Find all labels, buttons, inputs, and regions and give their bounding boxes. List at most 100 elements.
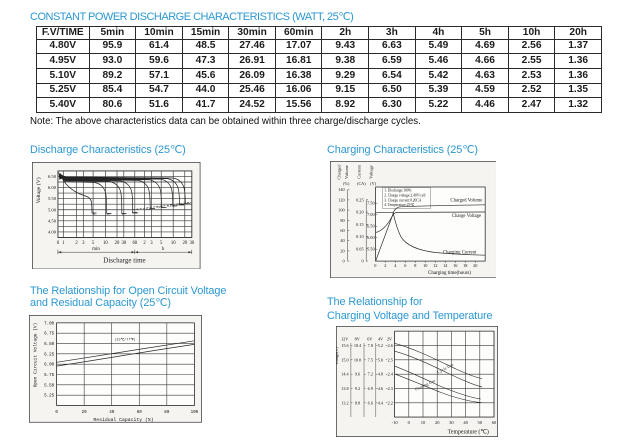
svg-text:15.0: 15.0 bbox=[341, 357, 348, 362]
svg-text:6.9: 6.9 bbox=[367, 386, 372, 391]
svg-text:1C: 1C bbox=[121, 212, 126, 216]
svg-text:5: 5 bbox=[160, 240, 163, 245]
svg-text:0: 0 bbox=[342, 259, 344, 264]
svg-text:15.6: 15.6 bbox=[341, 343, 348, 348]
svg-text:10.0: 10.0 bbox=[353, 357, 360, 362]
svg-text:2C: 2C bbox=[107, 212, 112, 216]
svg-text:(%): (%) bbox=[343, 181, 350, 186]
svg-text:30: 30 bbox=[121, 240, 126, 245]
svg-text:0.6C: 0.6C bbox=[132, 211, 139, 215]
svg-text:0.17C: 0.17C bbox=[167, 203, 176, 207]
svg-text:8: 8 bbox=[414, 263, 416, 268]
svg-text:7.8: 7.8 bbox=[367, 343, 372, 348]
svg-text:100: 100 bbox=[191, 411, 199, 415]
svg-text:8.8: 8.8 bbox=[354, 400, 359, 405]
svg-text:(CA): (CA) bbox=[357, 181, 366, 186]
svg-text:5.00: 5.00 bbox=[48, 207, 57, 212]
svg-text:120: 120 bbox=[338, 198, 344, 203]
svg-text:0: 0 bbox=[361, 259, 363, 264]
svg-text:30: 30 bbox=[449, 420, 454, 425]
svg-text:Voltage (V): Voltage (V) bbox=[35, 177, 42, 203]
svg-text:6.75: 6.75 bbox=[45, 333, 56, 337]
svg-text:20: 20 bbox=[434, 420, 439, 425]
svg-text:7.5: 7.5 bbox=[367, 357, 372, 362]
svg-text:Current: Current bbox=[356, 165, 361, 179]
svg-text:min: min bbox=[92, 247, 100, 252]
svg-text:100: 100 bbox=[338, 208, 344, 213]
svg-text:2.2: 2.2 bbox=[387, 400, 392, 405]
svg-text:5.0: 5.0 bbox=[377, 357, 382, 362]
svg-text:6.6: 6.6 bbox=[367, 400, 372, 405]
svg-text:3: 3 bbox=[150, 240, 153, 245]
svg-text:Voltage(V): Voltage(V) bbox=[336, 346, 339, 364]
svg-text:4V: 4V bbox=[377, 337, 382, 342]
svg-text:0: 0 bbox=[374, 263, 376, 268]
svg-text:80: 80 bbox=[340, 218, 344, 223]
svg-text:80: 80 bbox=[165, 411, 171, 415]
svg-text:13.2: 13.2 bbox=[341, 400, 348, 405]
svg-text:3C: 3C bbox=[93, 211, 98, 215]
svg-text:7.00: 7.00 bbox=[45, 323, 56, 327]
svg-text:4.4: 4.4 bbox=[377, 400, 383, 405]
svg-text:1. Discharge:100%: 1. Discharge:100% bbox=[384, 189, 411, 193]
svg-text:40: 40 bbox=[340, 238, 344, 243]
svg-text:4.00: 4.00 bbox=[48, 229, 57, 234]
svg-text:10.4: 10.4 bbox=[353, 343, 361, 348]
svg-text:12V: 12V bbox=[341, 337, 348, 342]
svg-text:h: h bbox=[162, 247, 165, 252]
svg-text:2.3: 2.3 bbox=[387, 386, 392, 391]
svg-text:0.05C: 0.05C bbox=[184, 201, 193, 205]
svg-text:7.50: 7.50 bbox=[367, 201, 375, 206]
svg-text:Residual Capacity (%): Residual Capacity (%) bbox=[94, 417, 154, 423]
svg-text:0.20: 0.20 bbox=[356, 210, 364, 215]
svg-text:Temperature (℃): Temperature (℃) bbox=[447, 428, 488, 435]
svg-text:2. Charge voltage:2.40V/cell: 2. Charge voltage:2.40V/cell bbox=[384, 194, 425, 198]
svg-text:Open Circuit Voltage (V): Open Circuit Voltage (V) bbox=[33, 323, 39, 388]
svg-text:0: 0 bbox=[56, 411, 59, 415]
svg-text:6.50: 6.50 bbox=[367, 224, 375, 229]
svg-text:5.25: 5.25 bbox=[45, 395, 56, 399]
svg-text:2.5: 2.5 bbox=[387, 357, 392, 362]
svg-text:0.25C: 0.25C bbox=[156, 205, 165, 209]
svg-text:2: 2 bbox=[384, 263, 386, 268]
svg-text:4.50: 4.50 bbox=[48, 218, 57, 223]
svg-text:14: 14 bbox=[443, 263, 448, 268]
svg-text:-10: -10 bbox=[391, 420, 398, 425]
svg-text:10: 10 bbox=[423, 263, 427, 268]
svg-text:5.50: 5.50 bbox=[367, 247, 375, 252]
svg-text:0.4C: 0.4C bbox=[146, 206, 153, 210]
svg-text:6.25: 6.25 bbox=[45, 354, 56, 358]
svg-text:0.09C: 0.09C bbox=[176, 202, 185, 206]
svg-text:0.10: 0.10 bbox=[356, 234, 364, 239]
svg-text:16: 16 bbox=[453, 263, 458, 268]
svg-text:6.50: 6.50 bbox=[45, 343, 56, 347]
svg-text:3. Charge current:0.20CA: 3. Charge current:0.20CA bbox=[384, 199, 422, 203]
svg-text:4.8: 4.8 bbox=[377, 372, 382, 377]
svg-text:6V: 6V bbox=[367, 337, 372, 342]
svg-text:40: 40 bbox=[110, 411, 116, 415]
svg-text:4. Temperature:25℃: 4. Temperature:25℃ bbox=[384, 203, 415, 207]
svg-text:8V: 8V bbox=[354, 337, 359, 342]
svg-text:3: 3 bbox=[82, 240, 85, 245]
svg-text:Charged: Charged bbox=[336, 164, 341, 180]
svg-text:12: 12 bbox=[433, 263, 437, 268]
svg-text:14.4: 14.4 bbox=[341, 372, 349, 377]
svg-text:Charging time(hours): Charging time(hours) bbox=[428, 271, 471, 276]
svg-text:0: 0 bbox=[407, 420, 410, 425]
svg-text:9.2: 9.2 bbox=[354, 386, 359, 391]
svg-text:20: 20 bbox=[473, 263, 477, 268]
svg-text:2.4: 2.4 bbox=[387, 372, 393, 377]
svg-text:Charged Volume: Charged Volume bbox=[450, 199, 482, 204]
svg-text:Charging Current: Charging Current bbox=[442, 251, 476, 256]
svg-text:(V): (V) bbox=[370, 181, 376, 186]
svg-text:(25℃/77℉): (25℃/77℉) bbox=[115, 338, 136, 343]
svg-text:6.50: 6.50 bbox=[48, 174, 57, 179]
svg-text:Charge Voltage: Charge Voltage bbox=[451, 214, 480, 219]
svg-text:4: 4 bbox=[394, 263, 397, 268]
svg-text:0.15: 0.15 bbox=[356, 222, 364, 227]
svg-text:13.8: 13.8 bbox=[341, 386, 348, 391]
svg-text:20: 20 bbox=[82, 411, 88, 415]
svg-text:60: 60 bbox=[137, 411, 143, 415]
svg-text:0: 0 bbox=[57, 240, 60, 245]
svg-text:9.6: 9.6 bbox=[354, 372, 359, 377]
